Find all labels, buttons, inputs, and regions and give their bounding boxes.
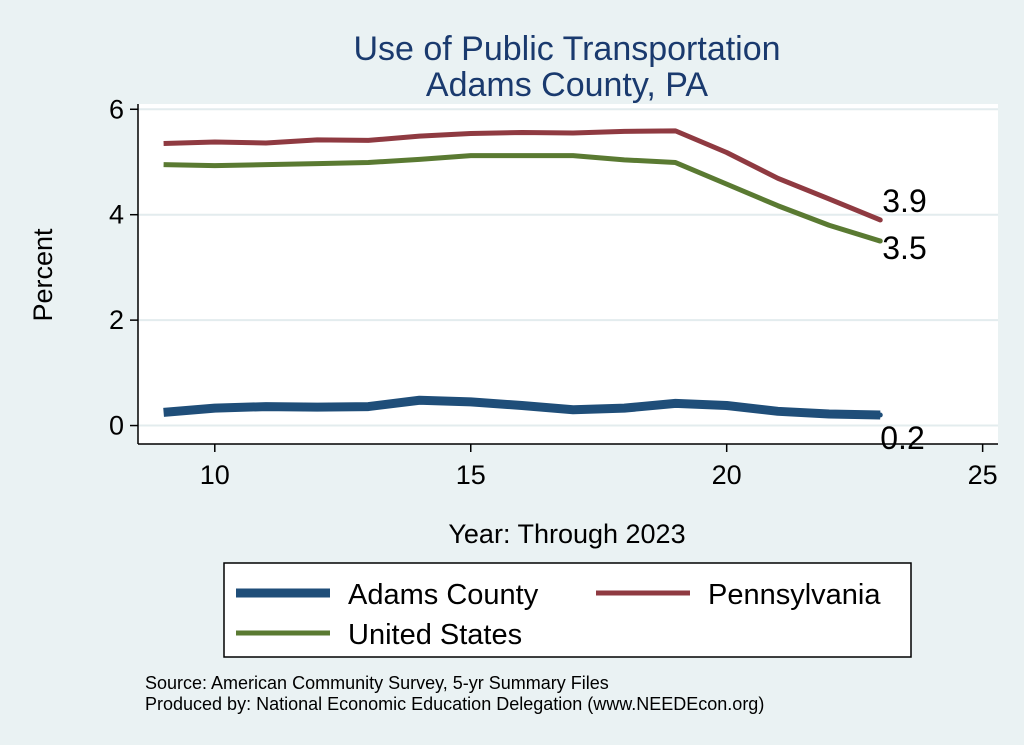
x-axis-title: Year: Through 2023 bbox=[448, 519, 685, 549]
x-tick-label: 25 bbox=[968, 460, 998, 490]
end-label-united-states: 3.5 bbox=[882, 230, 926, 266]
x-tick-label: 10 bbox=[200, 460, 230, 490]
series-end-point bbox=[877, 217, 883, 223]
y-tick-label: 2 bbox=[109, 305, 124, 335]
y-tick-label: 4 bbox=[109, 200, 124, 230]
y-axis-title: Percent bbox=[28, 228, 58, 322]
plot-area bbox=[138, 104, 998, 444]
legend-label: United States bbox=[348, 619, 522, 651]
legend-box bbox=[223, 562, 912, 658]
legend: Adams County Pennsylvania United States bbox=[223, 562, 912, 658]
series-line-pennsylvania bbox=[163, 128, 882, 223]
chart-title-line-1: Use of Public Transportation bbox=[353, 30, 780, 68]
chart-title-line-2: Adams County, PA bbox=[426, 66, 709, 104]
end-label-pennsylvania: 3.9 bbox=[882, 183, 926, 219]
series-end-point bbox=[877, 238, 883, 244]
series-layer bbox=[163, 128, 883, 420]
y-tick-label: 0 bbox=[109, 411, 124, 441]
x-tick-label: 20 bbox=[712, 460, 742, 490]
producer-note: Produced by: National Economic Education… bbox=[145, 694, 764, 714]
legend-label: Pennsylvania bbox=[708, 579, 881, 611]
series-end-point bbox=[877, 412, 883, 418]
axes: 0 2 4 6 10 15 20 25 bbox=[109, 94, 998, 490]
legend-label: Adams County bbox=[348, 579, 539, 611]
end-labels: 0.2 3.9 3.5 bbox=[880, 183, 926, 456]
series-line-adams-county bbox=[163, 395, 881, 420]
y-tick-label: 6 bbox=[109, 94, 124, 124]
x-tick-label: 15 bbox=[456, 460, 486, 490]
gridlines bbox=[138, 108, 998, 427]
source-note: Source: American Community Survey, 5-yr … bbox=[145, 673, 609, 693]
series-line-united-states bbox=[163, 153, 881, 244]
end-label-adams-county: 0.2 bbox=[880, 420, 924, 456]
